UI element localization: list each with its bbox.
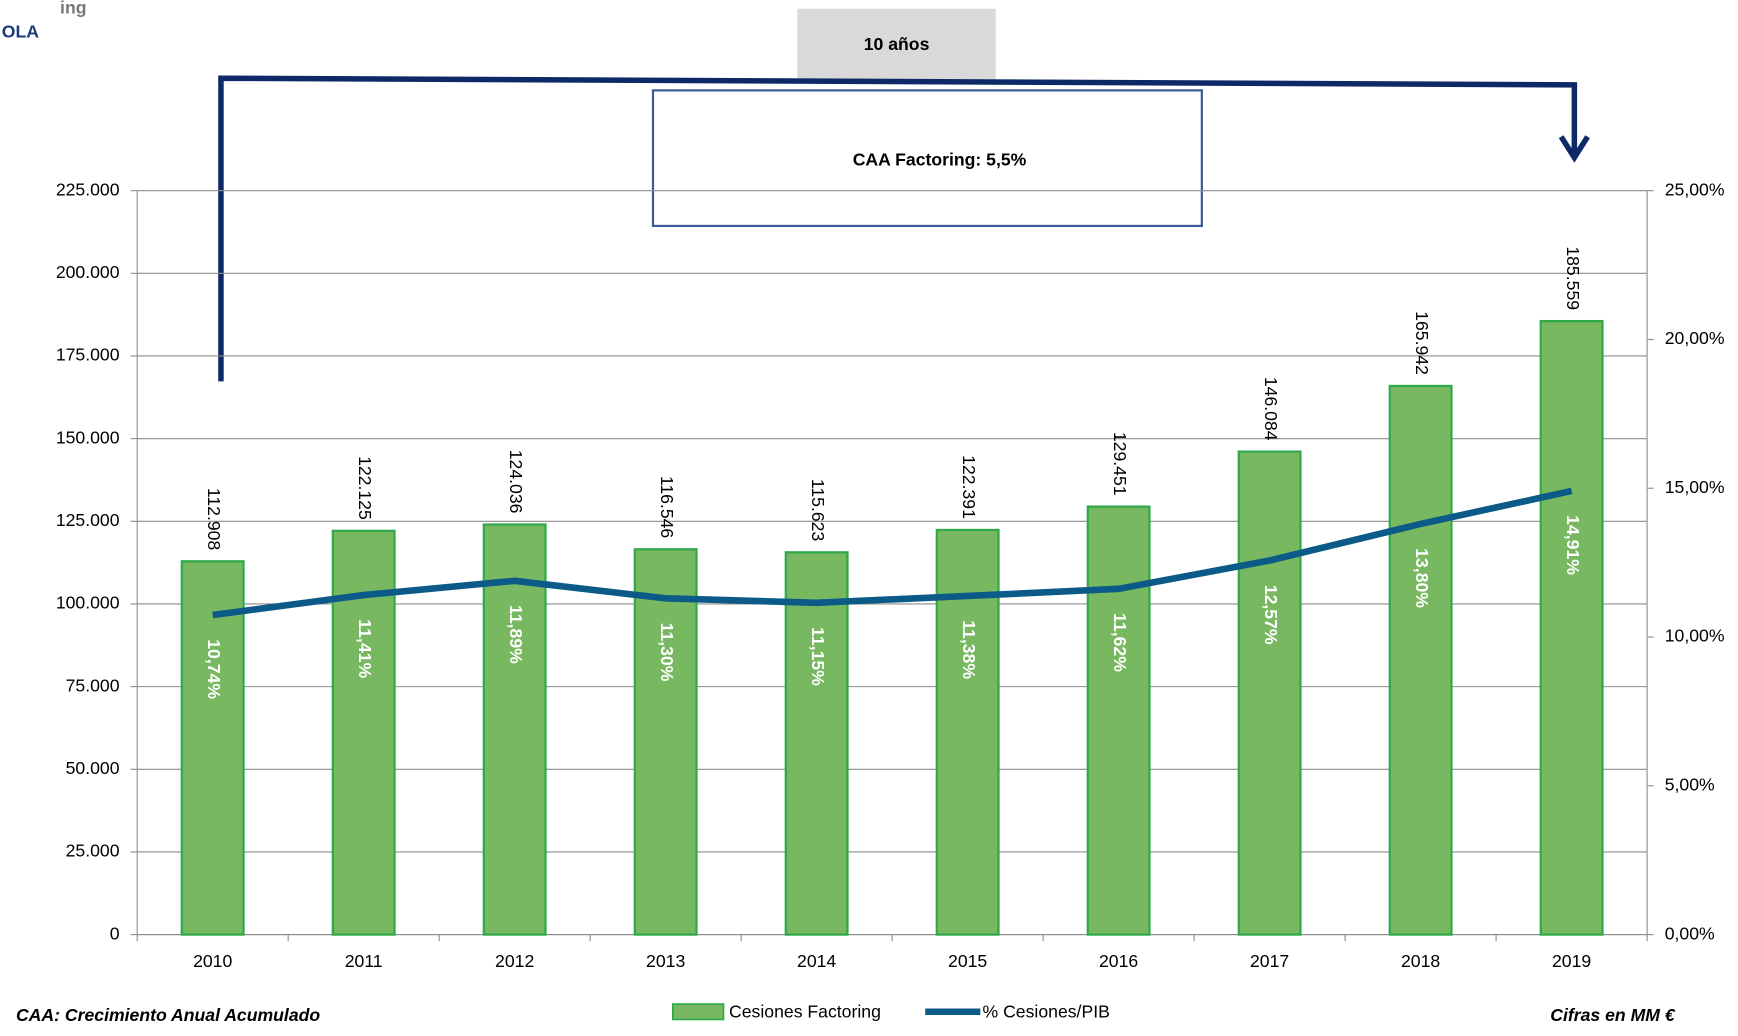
bar bbox=[1388, 384, 1453, 936]
data-label: 13,80% bbox=[1412, 548, 1432, 608]
data-label: 11,41% bbox=[355, 619, 375, 678]
y-tick-label: 75.000 bbox=[66, 675, 120, 695]
data-label: 12,57% bbox=[1261, 585, 1281, 645]
data-label: 129.451 bbox=[1110, 432, 1130, 496]
x-tick-label: 2016 bbox=[1099, 951, 1138, 971]
y-tick-label: 175.000 bbox=[56, 345, 120, 365]
x-tick-label: 2019 bbox=[1552, 951, 1591, 971]
bar bbox=[784, 551, 849, 936]
chart-title: 10 años bbox=[864, 34, 930, 54]
x-tick-label: 2010 bbox=[193, 951, 232, 971]
data-label: 11,62% bbox=[1110, 613, 1130, 672]
x-tick-label: 2012 bbox=[495, 951, 534, 971]
x-tick-label: 2013 bbox=[646, 951, 685, 971]
y2-tick-label: 20,00% bbox=[1665, 328, 1725, 348]
data-label: 11,38% bbox=[959, 620, 979, 679]
data-label: 122.125 bbox=[355, 456, 375, 520]
bar bbox=[482, 523, 547, 936]
x-tick-label: 2014 bbox=[797, 951, 836, 971]
y-tick-label: 25.000 bbox=[66, 841, 120, 861]
line bbox=[212, 487, 1573, 619]
legend-label: % Cesiones/PIB bbox=[983, 1002, 1110, 1022]
data-label: 112.908 bbox=[204, 488, 224, 551]
x-tick-label: 2011 bbox=[345, 951, 383, 971]
legend-label: Cesiones Factoring bbox=[729, 1002, 881, 1022]
x-tick-label: 2017 bbox=[1250, 951, 1289, 971]
x-tick-label: 2018 bbox=[1401, 951, 1440, 971]
logo-text: OLA bbox=[2, 22, 39, 42]
data-label: 11,30% bbox=[657, 623, 677, 682]
logo-text: ing bbox=[60, 0, 86, 17]
y2-tick-label: 15,00% bbox=[1665, 477, 1725, 497]
data-label: 11,89% bbox=[506, 605, 526, 664]
y-tick-label: 150.000 bbox=[56, 427, 120, 447]
bar bbox=[180, 560, 245, 936]
title-box bbox=[797, 8, 996, 80]
y-tick-label: 125.000 bbox=[56, 510, 120, 530]
bar bbox=[1237, 450, 1302, 936]
data-label: 14,91% bbox=[1563, 515, 1583, 575]
data-label: 10,74% bbox=[204, 639, 224, 699]
data-label: 116.546 bbox=[657, 476, 677, 539]
y-tick-label: 50.000 bbox=[66, 758, 120, 778]
y2-tick-label: 5,00% bbox=[1665, 774, 1715, 794]
bar bbox=[1086, 505, 1151, 936]
y2-tick-label: 10,00% bbox=[1665, 626, 1725, 646]
bar bbox=[1539, 319, 1604, 936]
x-tick-label: 2015 bbox=[948, 951, 987, 971]
data-label: 11,15% bbox=[808, 627, 828, 686]
bracket bbox=[218, 75, 1578, 382]
bar bbox=[633, 548, 698, 936]
y-tick-label: 100.000 bbox=[56, 593, 120, 613]
y2-tick-label: 25,00% bbox=[1665, 179, 1725, 199]
annotation: CAA Factoring: 5,5% bbox=[853, 150, 1027, 170]
y-tick-label: 0 bbox=[110, 923, 120, 943]
data-label: 146.084 bbox=[1261, 377, 1281, 441]
y2-tick-label: 0,00% bbox=[1665, 923, 1715, 943]
data-label: 122.391 bbox=[959, 455, 979, 519]
legend-swatch bbox=[671, 1003, 725, 1021]
bar bbox=[935, 528, 1000, 936]
data-label: 124.036 bbox=[506, 450, 526, 514]
data-label: 115.623 bbox=[808, 479, 828, 542]
data-label: 165.942 bbox=[1412, 311, 1432, 375]
annotation: Cifras en MM € bbox=[1550, 1005, 1676, 1025]
y-tick-label: 200.000 bbox=[56, 262, 120, 282]
annotation: CAA: Crecimiento Anual Acumulado bbox=[16, 1005, 320, 1025]
bracket-arrow bbox=[1558, 135, 1590, 163]
y-tick-label: 225.000 bbox=[56, 179, 120, 199]
data-label: 185.559 bbox=[1563, 246, 1583, 310]
annotation-box bbox=[651, 89, 1203, 228]
